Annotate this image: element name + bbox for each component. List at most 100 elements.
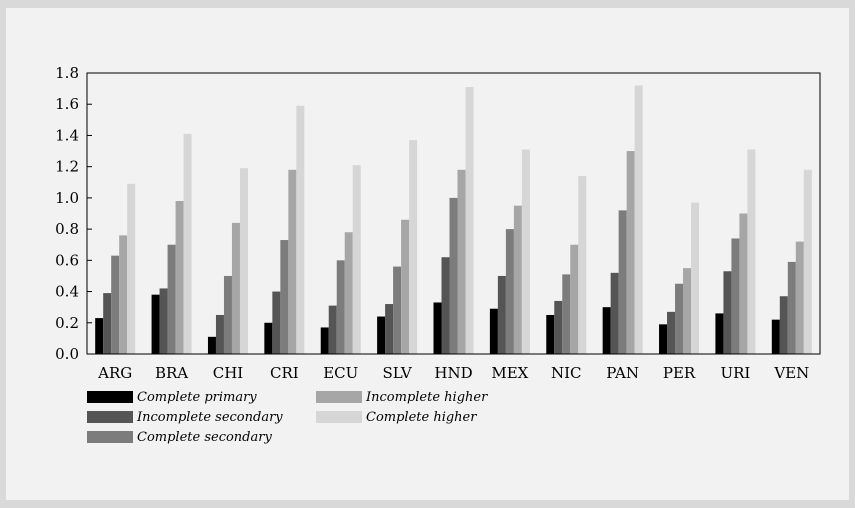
bar — [578, 176, 587, 354]
bar — [771, 319, 780, 354]
bar — [803, 169, 812, 354]
bar — [264, 322, 273, 354]
bar — [570, 244, 579, 354]
bar — [626, 151, 635, 354]
y-tick-label: 1.0 — [55, 189, 79, 207]
bar — [103, 293, 112, 354]
bar — [95, 318, 104, 354]
bar — [618, 210, 627, 354]
bar — [691, 202, 700, 354]
x-tick-label: NIC — [551, 364, 582, 382]
legend: Complete primary Incomplete secondary Comp… — [87, 390, 488, 445]
bar — [433, 302, 442, 354]
bar — [344, 232, 353, 354]
bar — [151, 294, 160, 354]
bar — [667, 311, 676, 354]
x-tick-label: ARG — [97, 364, 132, 382]
y-tick-label: 0.0 — [55, 345, 79, 363]
bar — [393, 266, 402, 354]
bar — [715, 313, 724, 354]
bar — [175, 201, 184, 354]
bar — [409, 140, 418, 354]
x-tick-label: PAN — [606, 364, 639, 382]
y-tick-label: 1.4 — [55, 126, 79, 144]
y-tick-label: 1.2 — [55, 158, 79, 176]
x-tick-label: MEX — [491, 364, 528, 382]
x-tick-label: VEN — [773, 364, 809, 382]
bar — [328, 305, 337, 354]
legend-swatch — [87, 411, 133, 423]
bar — [377, 316, 386, 354]
legend-swatch — [316, 391, 362, 403]
x-tick-label: ECU — [323, 364, 358, 382]
bar — [554, 300, 563, 354]
legend-label: Complete primary — [137, 390, 257, 405]
bar — [385, 304, 394, 354]
y-tick-label: 1.6 — [55, 95, 79, 113]
y-tick-label: 0.6 — [55, 251, 79, 269]
bar — [457, 169, 466, 354]
bar — [111, 255, 120, 354]
bar — [505, 229, 514, 354]
legend-label: Complete secondary — [137, 430, 272, 445]
bar — [795, 241, 804, 354]
bar — [127, 183, 136, 354]
bar — [731, 238, 740, 354]
bar — [465, 87, 474, 355]
plot-frame — [86, 72, 821, 355]
x-tick-label: SLV — [382, 364, 412, 382]
bar — [513, 205, 522, 354]
bar — [739, 213, 748, 354]
bar — [336, 260, 345, 354]
y-tick-label: 0.8 — [55, 220, 79, 238]
legend-label: Incomplete higher — [365, 390, 488, 405]
x-tick-label: CRI — [270, 364, 299, 382]
bar — [779, 296, 788, 354]
bar — [659, 324, 668, 354]
x-tick-label: URI — [720, 364, 750, 382]
bar — [215, 314, 224, 354]
bar — [747, 149, 756, 354]
bar — [634, 85, 643, 354]
bar — [449, 197, 458, 354]
bar — [223, 275, 232, 354]
legend-label: Complete higher — [366, 410, 477, 425]
legend-label: Incomplete secondary — [136, 410, 283, 425]
bar — [119, 235, 128, 354]
bar — [675, 283, 684, 354]
figure-panel: 0.0 0.2 0.4 0.6 0.8 1.0 1.2 1.4 1.6 1.8 ARG BRA CHI… — [6, 8, 849, 500]
x-tick-label: PER — [663, 364, 696, 382]
legend-swatch — [87, 391, 133, 403]
bars-group — [95, 85, 812, 355]
x-tick-label: HND — [434, 364, 472, 382]
bar — [489, 308, 498, 354]
bar — [546, 314, 555, 354]
x-tick-label: BRA — [155, 364, 188, 382]
y-tick-label: 0.2 — [55, 314, 79, 332]
y-axis: 0.0 0.2 0.4 0.6 0.8 1.0 1.2 1.4 1.6 1.8 — [55, 64, 92, 363]
bar — [159, 288, 168, 354]
bar — [497, 275, 506, 354]
bar — [602, 307, 611, 354]
bar — [787, 261, 796, 354]
bar — [280, 240, 289, 354]
bar — [320, 327, 329, 354]
x-axis: ARG BRA CHI CRI ECU SLV HND MEX NIC PAN PER URI VEN — [97, 364, 809, 382]
bar — [610, 272, 619, 354]
bar — [183, 133, 192, 354]
x-tick-label: CHI — [213, 364, 244, 382]
bar — [239, 168, 248, 354]
bar — [167, 244, 176, 354]
bar — [207, 336, 216, 354]
bar — [441, 257, 450, 354]
legend-swatch — [316, 411, 362, 423]
bar — [296, 105, 305, 355]
bar — [272, 291, 281, 354]
legend-swatch — [87, 431, 133, 443]
y-tick-label: 1.8 — [55, 64, 79, 82]
bar — [521, 149, 530, 354]
bar — [401, 219, 410, 354]
bar — [231, 222, 240, 354]
bar — [288, 169, 297, 354]
bar — [723, 271, 732, 354]
